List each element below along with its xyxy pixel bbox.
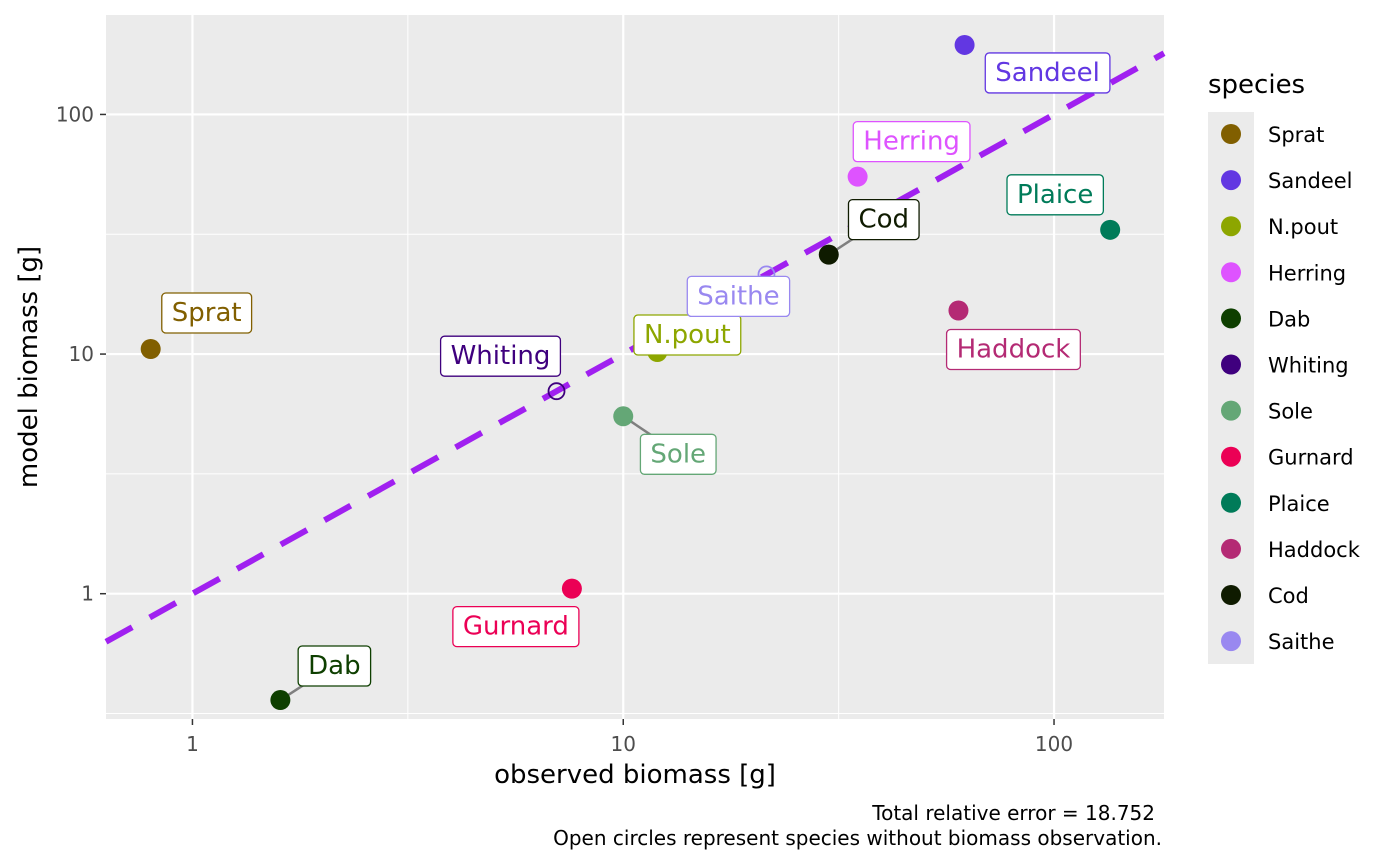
label-text-gurnard: Gurnard xyxy=(463,612,569,642)
label-box-sole xyxy=(639,433,717,475)
legend-label-sprat: Sprat xyxy=(1268,123,1324,147)
legend-key-sandeel xyxy=(1221,170,1241,191)
label-n-pout: N.pout xyxy=(633,314,742,356)
point-sandeel xyxy=(954,34,975,55)
legend-label-sole: Sole xyxy=(1268,400,1313,424)
legend-label-gurnard: Gurnard xyxy=(1268,446,1354,470)
y-tick-label: 100 xyxy=(56,102,94,126)
point-plaice xyxy=(1100,219,1121,240)
x-tick-label: 100 xyxy=(1035,732,1073,756)
label-sprat: Sprat xyxy=(161,292,253,334)
label-text-herring: Herring xyxy=(863,127,960,157)
legend-label-plaice: Plaice xyxy=(1268,492,1330,516)
x-axis-ticks: 1 10 100 xyxy=(186,719,1073,756)
legend-title: species xyxy=(1208,70,1305,100)
legend-label-dab: Dab xyxy=(1268,307,1310,331)
legend-key-haddock xyxy=(1221,538,1241,559)
point-cod xyxy=(818,244,839,265)
label-saithe: Saithe xyxy=(686,275,791,318)
point-whiting xyxy=(547,382,566,401)
legend-key-cod xyxy=(1221,585,1241,605)
label-text-plaice: Plaice xyxy=(1017,180,1093,210)
label-box-haddock xyxy=(945,328,1081,371)
legend-key-sprat xyxy=(1221,124,1241,144)
legend-label-n-pout: N.pout xyxy=(1268,215,1338,239)
label-dab: Dab xyxy=(297,645,372,687)
point-haddock xyxy=(948,300,969,321)
legend-label-herring: Herring xyxy=(1268,261,1346,285)
label-box-whiting xyxy=(439,335,562,377)
legend-label-whiting: Whiting xyxy=(1268,354,1349,378)
label-whiting: Whiting xyxy=(439,335,562,377)
label-text-dab: Dab xyxy=(308,651,360,681)
point-sole xyxy=(613,406,634,427)
x-axis-title: observed biomass [g] xyxy=(494,760,776,790)
legend: species Sprat Sandeel N.pout Herring Dab Whit… xyxy=(1208,70,1361,664)
label-haddock: Haddock xyxy=(945,328,1081,371)
legend-key-sole xyxy=(1221,400,1241,421)
legend-label-sandeel: Sandeel xyxy=(1268,169,1353,193)
legend-label-cod: Cod xyxy=(1268,584,1309,608)
label-box-sprat xyxy=(161,292,253,334)
point-sprat xyxy=(140,338,161,359)
caption-note: Open circles represent species without b… xyxy=(553,826,1162,850)
label-box-n-pout xyxy=(633,314,742,356)
x-tick-label: 1 xyxy=(186,732,199,756)
label-box-herring xyxy=(852,121,971,163)
label-text-saithe: Saithe xyxy=(697,281,779,311)
legend-label-haddock: Haddock xyxy=(1268,538,1361,562)
point-herring xyxy=(847,166,868,187)
caption-error: Total relative error = 18.752 xyxy=(871,801,1155,825)
legend-key-whiting xyxy=(1221,354,1241,375)
label-box-saithe xyxy=(686,275,791,318)
label-text-sprat: Sprat xyxy=(172,298,242,328)
y-axis-ticks: 1 10 100 xyxy=(56,102,106,606)
label-sandeel: Sandeel xyxy=(984,52,1111,94)
legend-key-plaice xyxy=(1221,492,1241,513)
legend-key-n-pout xyxy=(1221,216,1241,237)
legend-key-dab xyxy=(1221,308,1241,329)
label-box-dab xyxy=(297,645,372,687)
x-tick-label: 10 xyxy=(611,732,636,756)
legend-items: Sprat Sandeel N.pout Herring Dab Whiting Sole G… xyxy=(1221,123,1361,654)
label-plaice: Plaice xyxy=(1006,174,1105,216)
label-text-haddock: Haddock xyxy=(957,334,1071,364)
y-tick-label: 1 xyxy=(81,582,94,606)
label-box-plaice xyxy=(1006,174,1105,216)
label-gurnard: Gurnard xyxy=(452,605,580,648)
legend-label-saithe: Saithe xyxy=(1268,630,1335,654)
label-box-gurnard xyxy=(452,605,580,648)
legend-key-gurnard xyxy=(1221,446,1241,467)
label-herring: Herring xyxy=(852,121,971,163)
label-box-cod xyxy=(847,198,920,241)
legend-key-background xyxy=(1208,112,1254,664)
label-text-cod: Cod xyxy=(858,205,909,235)
point-dab xyxy=(270,690,291,711)
label-text-sandeel: Sandeel xyxy=(995,58,1100,88)
minor-gridlines xyxy=(106,15,1164,719)
label-sole: Sole xyxy=(639,433,717,475)
y-tick-label: 10 xyxy=(69,342,94,366)
label-box-sandeel xyxy=(984,52,1111,94)
legend-key-saithe xyxy=(1221,631,1241,652)
label-text-n-pout: N.pout xyxy=(644,320,731,350)
label-text-sole: Sole xyxy=(650,439,706,469)
label-cod: Cod xyxy=(847,198,920,241)
label-text-whiting: Whiting xyxy=(451,341,551,371)
y-axis-title: model biomass [g] xyxy=(14,246,44,488)
legend-key-herring xyxy=(1221,262,1241,283)
point-labels: Sprat Sandeel N.pout Herring Dab Whiting Sole G… xyxy=(161,52,1111,687)
point-gurnard xyxy=(561,578,582,599)
